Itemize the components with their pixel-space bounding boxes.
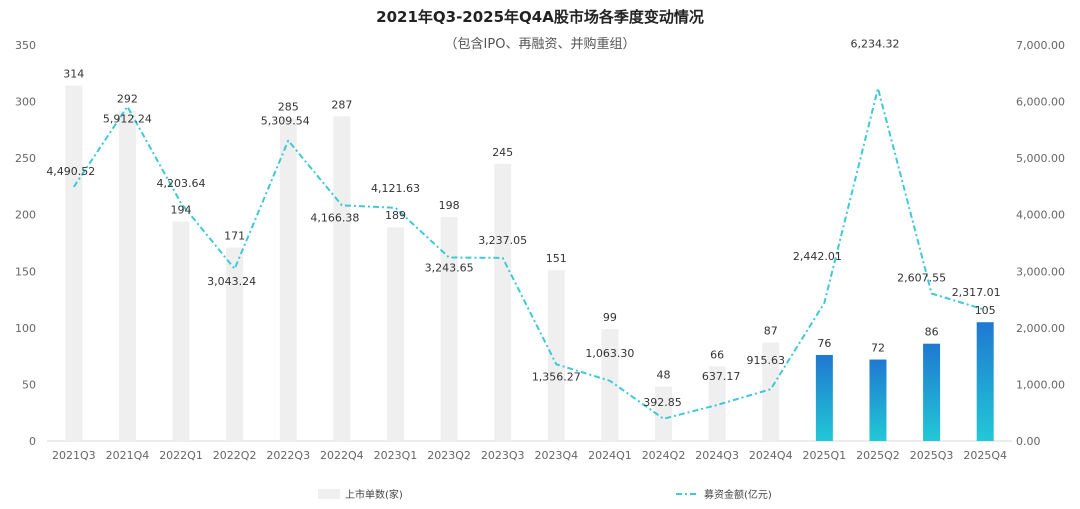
x-tick-label: 2023Q3 <box>481 449 525 462</box>
bar-data-label: 76 <box>817 337 831 350</box>
bar-data-label: 48 <box>657 369 671 382</box>
line-series <box>74 88 985 418</box>
bar <box>65 86 82 441</box>
bar-data-label: 194 <box>171 204 192 217</box>
bar <box>280 119 297 441</box>
y-left-tick-label: 150 <box>15 265 36 278</box>
x-tick-label: 2022Q1 <box>159 449 203 462</box>
y-left-tick-label: 100 <box>15 322 36 335</box>
line-data-label: 4,490.52 <box>46 165 95 178</box>
x-tick-label: 2024Q2 <box>642 449 686 462</box>
y-right-tick-label: 6,000.00 <box>1016 96 1065 109</box>
y-left-tick-label: 200 <box>15 209 36 222</box>
x-tick-label: 2024Q1 <box>588 449 632 462</box>
y-right-tick-label: 2,000.00 <box>1016 322 1065 335</box>
legend-bar-swatch <box>318 489 340 499</box>
bar-data-label: 189 <box>385 209 406 222</box>
line-data-label: 6,234.32 <box>850 37 899 50</box>
bar <box>548 270 565 441</box>
line-data-label: 3,043.24 <box>207 275 256 288</box>
bar <box>923 344 940 441</box>
line-data-label: 2,442.01 <box>793 250 842 263</box>
bar <box>119 111 136 441</box>
axes-group: 0 50 100 150 200 250 300 350 0.00 1,000.00 2,000.0… <box>15 39 1065 462</box>
line-data-label: 2,317.01 <box>952 286 1001 299</box>
y-right-tick-label: 7,000.00 <box>1016 39 1065 52</box>
line-data-label: 4,121.63 <box>371 182 420 195</box>
bar <box>977 322 994 441</box>
bar <box>173 222 190 441</box>
x-tick-label: 2025Q4 <box>963 449 1007 462</box>
x-tick-label: 2025Q1 <box>803 449 847 462</box>
line-data-label: 3,243.65 <box>425 262 474 275</box>
x-tick-label: 2022Q2 <box>213 449 257 462</box>
bar-data-label: 285 <box>278 101 299 114</box>
bar-data-label: 99 <box>603 311 617 324</box>
bars-group <box>65 86 993 441</box>
bar <box>869 360 886 441</box>
bar-data-label: 72 <box>871 342 885 355</box>
y-left-tick-label: 350 <box>15 39 36 52</box>
bar <box>333 116 350 441</box>
bar-data-label: 66 <box>710 348 724 361</box>
bar <box>494 164 511 441</box>
y-left-tick-label: 250 <box>15 152 36 165</box>
bar-data-label: 105 <box>975 304 996 317</box>
x-tick-label: 2024Q3 <box>695 449 739 462</box>
line-data-label: 392.85 <box>643 396 682 409</box>
x-tick-label: 2022Q3 <box>266 449 310 462</box>
bar-data-label: 245 <box>492 146 513 159</box>
line-data-label: 2,607.55 <box>897 271 946 284</box>
x-tick-label: 2023Q1 <box>374 449 418 462</box>
x-tick-label: 2021Q3 <box>52 449 96 462</box>
bar-data-label: 198 <box>439 199 460 212</box>
bar <box>387 227 404 441</box>
x-tick-label: 2023Q2 <box>427 449 471 462</box>
legend: 上市单数(家) 募资金额(亿元) <box>318 488 772 501</box>
bar-data-label: 292 <box>117 93 138 106</box>
x-tick-label: 2022Q4 <box>320 449 364 462</box>
line-data-label: 3,237.05 <box>478 234 527 247</box>
line-data-label: 637.17 <box>702 370 741 383</box>
x-tick-label: 2025Q2 <box>856 449 900 462</box>
bar-data-label: 151 <box>546 252 567 265</box>
line-data-label: 4,203.64 <box>157 177 206 190</box>
y-right-tick-label: 5,000.00 <box>1016 152 1065 165</box>
line-data-label: 5,309.54 <box>261 115 310 128</box>
x-tick-label: 2025Q3 <box>910 449 954 462</box>
line-group <box>74 88 985 418</box>
bar-data-label: 87 <box>764 325 778 338</box>
bar-data-label: 171 <box>224 230 245 243</box>
x-tick-label: 2023Q4 <box>534 449 578 462</box>
line-data-label: 4,166.38 <box>310 211 359 224</box>
x-tick-label: 2021Q4 <box>106 449 150 462</box>
y-left-tick-label: 50 <box>22 378 36 391</box>
bar-data-label: 314 <box>63 68 84 81</box>
y-right-tick-label: 4,000.00 <box>1016 209 1065 222</box>
y-right-tick-label: 1,000.00 <box>1016 378 1065 391</box>
legend-bar-label: 上市单数(家) <box>345 488 403 501</box>
line-data-label: 915.63 <box>747 354 786 367</box>
bar-data-label: 287 <box>331 98 352 111</box>
line-data-label: 1,356.27 <box>532 370 581 383</box>
bar <box>816 355 833 441</box>
y-left-tick-label: 300 <box>15 96 36 109</box>
legend-line-label: 募资金额(亿元) <box>704 488 772 501</box>
y-left-tick-label: 0 <box>29 435 36 448</box>
y-right-tick-label: 0.00 <box>1016 435 1041 448</box>
x-tick-label: 2024Q4 <box>749 449 793 462</box>
bar <box>441 217 458 441</box>
bar-data-label: 86 <box>925 326 939 339</box>
line-data-label: 5,912.24 <box>103 113 152 126</box>
line-data-label: 1,063.30 <box>585 347 634 360</box>
y-right-tick-label: 3,000.00 <box>1016 265 1065 278</box>
